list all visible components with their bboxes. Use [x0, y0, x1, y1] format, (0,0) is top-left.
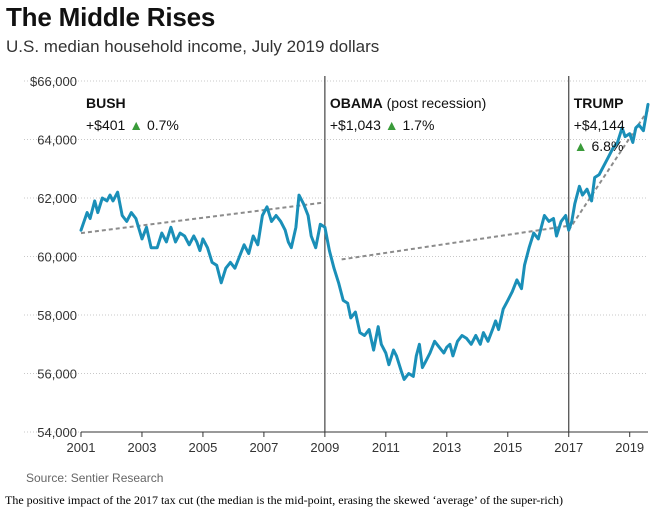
era-note: (post recession): [383, 95, 486, 111]
trend-line: [80, 201, 325, 235]
era-change-percent: 1.7%: [399, 117, 435, 133]
y-tick-label: 60,000: [37, 250, 77, 265]
up-arrow-icon: ▲: [574, 138, 588, 154]
y-tick-label: 56,000: [37, 367, 77, 382]
x-tick-label: 2015: [493, 440, 522, 455]
income-series-line: [79, 102, 650, 381]
x-tick-label: 2019: [615, 440, 644, 455]
y-tick-label: 64,000: [37, 133, 77, 148]
y-tick-label: $66,000: [30, 74, 77, 89]
era-label: BUSH: [86, 95, 126, 111]
figure-caption: The positive impact of the 2017 tax cut …: [5, 493, 564, 507]
x-tick-label: 2001: [67, 440, 96, 455]
era-change-amount: +$4,144: [574, 117, 625, 133]
era-label: TRUMP: [574, 95, 624, 111]
source-note: Source: Sentier Research: [26, 471, 164, 485]
x-tick-label: 2017: [554, 440, 583, 455]
chart-title: The Middle Rises: [6, 2, 216, 32]
era-change-percent: 0.7%: [143, 117, 179, 133]
x-tick-label: 2007: [249, 440, 278, 455]
y-tick-label: 62,000: [37, 191, 77, 206]
chart-subtitle: U.S. median household income, July 2019 …: [6, 37, 380, 56]
x-tick-label: 2009: [310, 440, 339, 455]
era-change-pct: ▲ 6.8%: [574, 138, 624, 154]
era-label: OBAMA (post recession): [330, 95, 486, 111]
line-chart: 54,000 56,000 58,000 60,000 62,000 64,000 $66,…: [24, 74, 650, 455]
era-change: +$4,144: [574, 117, 625, 133]
x-tick-label: 2003: [128, 440, 157, 455]
trend-line: [341, 224, 569, 261]
era-change-percent: 6.8%: [588, 138, 624, 154]
x-tick-label: 2005: [188, 440, 217, 455]
x-tick-label: 2011: [372, 440, 400, 455]
era-change: +$401 ▲ 0.7%: [86, 117, 179, 133]
up-arrow-icon: ▲: [385, 117, 399, 133]
up-arrow-icon: ▲: [129, 117, 143, 133]
y-tick-label: 58,000: [37, 308, 77, 323]
era-change: +$1,043 ▲ 1.7%: [330, 117, 435, 133]
x-tick-label: 2013: [432, 440, 461, 455]
era-change-amount: +$1,043: [330, 117, 385, 133]
era-change-amount: +$401: [86, 117, 129, 133]
y-tick-label: 54,000: [37, 425, 77, 440]
